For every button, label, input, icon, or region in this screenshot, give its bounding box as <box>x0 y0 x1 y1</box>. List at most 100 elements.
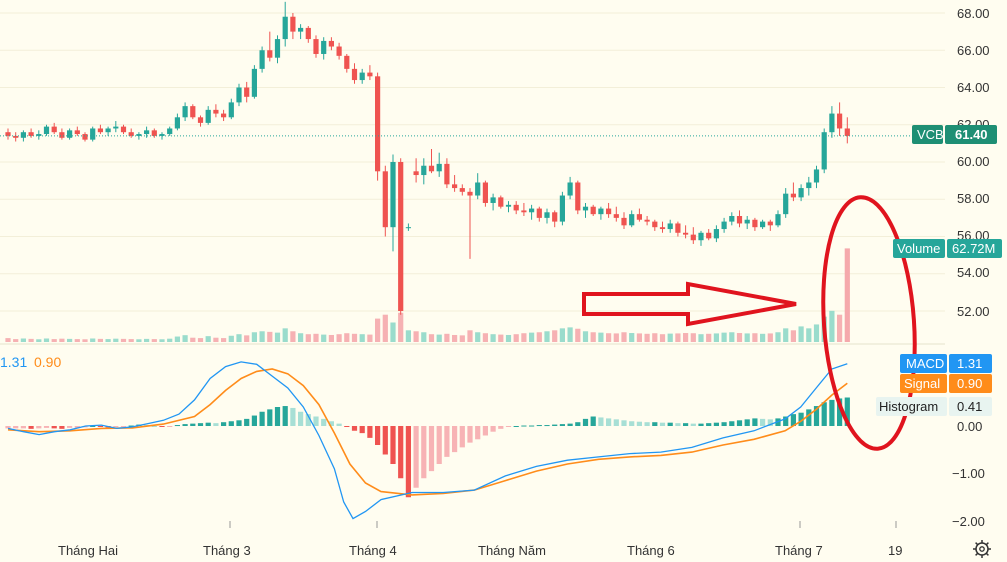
volume-bar <box>313 333 319 342</box>
histogram-bar <box>436 426 442 464</box>
macd-line[interactable] <box>7 361 848 520</box>
candle <box>20 130 26 142</box>
histogram-bar <box>328 421 334 426</box>
histogram-label: Histogram <box>879 399 938 414</box>
histogram-bar <box>13 426 19 429</box>
histogram-bar <box>282 406 288 426</box>
volume-bar <box>144 338 150 342</box>
candle <box>744 216 750 230</box>
candle <box>90 126 96 142</box>
candle-body <box>736 216 743 224</box>
histogram-bar <box>421 426 427 479</box>
candle <box>97 124 103 135</box>
candlestick-series[interactable] <box>5 1 850 315</box>
histogram-bar <box>582 418 589 426</box>
macd-value-badge <box>949 354 992 373</box>
candle-body <box>190 106 196 118</box>
volume-bar <box>482 333 488 342</box>
macd-label-badge <box>900 354 947 373</box>
histogram-badge[interactable]: Histogram 0.41 <box>876 397 992 416</box>
candle <box>274 35 281 64</box>
histogram-bar <box>5 426 11 429</box>
volume-bar <box>452 334 458 342</box>
candle-body <box>744 219 750 224</box>
candle <box>821 128 827 174</box>
candle <box>197 115 204 127</box>
volume-bar <box>505 334 512 342</box>
candle-body <box>305 27 311 40</box>
volume-series[interactable] <box>5 248 850 342</box>
volume-bar <box>51 339 57 342</box>
price-axis[interactable]: 68.00 66.00 64.00 62.00 60.00 58.00 56.0… <box>957 6 990 319</box>
candle <box>721 217 727 233</box>
volume-bar <box>305 334 311 342</box>
candle-body <box>182 106 188 118</box>
volume-bar <box>274 332 281 342</box>
histogram-bar <box>20 426 26 429</box>
candle <box>613 206 619 222</box>
candle-body <box>282 16 288 40</box>
macd-badge[interactable]: MACD 1.31 <box>900 354 992 373</box>
candle-body <box>490 197 496 203</box>
time-axis[interactable]: Tháng Hai Tháng 3 Tháng 4 Tháng Năm Thán… <box>58 521 902 558</box>
candle-body <box>837 113 843 129</box>
volume-badge[interactable]: Volume 62.72M <box>893 239 1002 258</box>
volume-bar <box>837 314 843 342</box>
candle <box>390 154 396 252</box>
candle <box>644 216 650 226</box>
volume-bar <box>475 332 481 342</box>
volume-bar <box>767 333 773 342</box>
volume-bar <box>552 330 558 342</box>
candle <box>43 124 50 136</box>
candle-body <box>151 130 157 136</box>
candle-body <box>290 16 296 32</box>
price-tick: 66.00 <box>957 43 990 58</box>
candle <box>190 104 196 120</box>
signal-line[interactable] <box>7 368 848 496</box>
candle-body <box>544 212 550 218</box>
candle <box>567 176 573 200</box>
volume-bar <box>590 332 596 342</box>
candle-body <box>636 214 642 220</box>
candle-body <box>475 182 481 196</box>
candle-body <box>359 72 365 81</box>
candle <box>475 173 481 200</box>
histogram-bar <box>428 426 435 472</box>
histogram-bar <box>636 421 642 426</box>
volume-bar <box>282 328 288 342</box>
candle-body <box>806 182 812 189</box>
candle-body <box>5 132 11 136</box>
volume-bar <box>713 333 719 342</box>
symbol-price-badge[interactable]: VCB 61.40 <box>912 125 997 144</box>
candle-body <box>775 214 781 226</box>
candle-body <box>251 68 257 97</box>
volume-bar <box>790 330 796 342</box>
macd-histogram-series[interactable] <box>5 397 850 498</box>
candle <box>13 132 19 142</box>
volume-bar <box>67 338 73 342</box>
settings-gear-icon[interactable] <box>973 540 991 558</box>
candle <box>344 53 350 73</box>
candle <box>382 165 388 237</box>
volume-bar <box>367 334 373 342</box>
volume-bar <box>606 333 612 342</box>
volume-bar <box>136 339 142 342</box>
volume-bar <box>344 333 350 342</box>
candle <box>144 126 150 138</box>
candle-body <box>459 188 465 192</box>
histogram-bar <box>544 425 550 427</box>
price-badge <box>945 125 997 144</box>
macd-axis[interactable]: 0.00 −1.00 −2.00 <box>952 419 985 529</box>
histogram-bar <box>552 424 558 426</box>
histogram-bar <box>167 426 173 427</box>
candle-body <box>813 169 820 183</box>
volume-bar <box>706 333 712 342</box>
histogram-bar <box>575 422 581 426</box>
volume-bar <box>798 326 804 342</box>
volume-bar <box>113 338 119 342</box>
candle-body <box>144 130 150 135</box>
volume-bar <box>544 331 550 342</box>
signal-badge[interactable]: Signal 0.90 <box>900 374 992 393</box>
candle-body <box>613 214 619 218</box>
volume-bar <box>405 330 411 342</box>
